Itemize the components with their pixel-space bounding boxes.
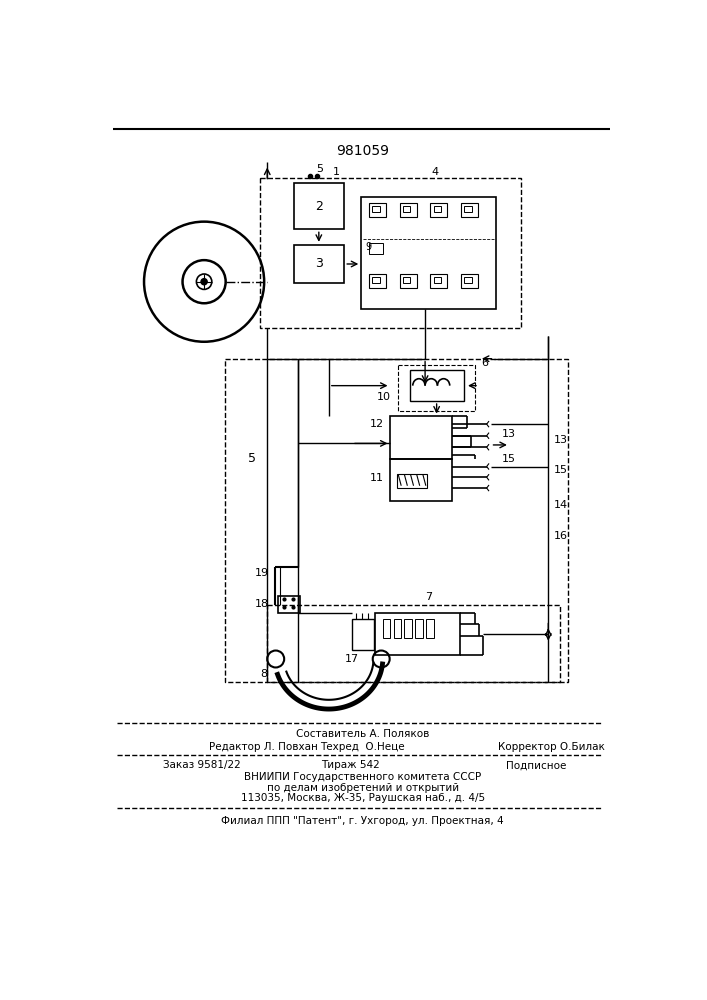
Text: Тираж 542: Тираж 542 [321,760,380,770]
Bar [369,203,386,217]
Text: по делам изобретений и открытий: по делам изобретений и открытий [267,783,459,793]
Circle shape [201,279,207,285]
Text: Техред  О.Неце: Техред О.Неце [320,742,405,752]
Text: 2: 2 [315,200,323,213]
Bar [352,619,373,650]
Text: 18: 18 [255,599,269,609]
Bar [431,203,448,217]
Bar [259,178,521,328]
Text: 14: 14 [554,500,568,510]
Text: 113035, Москва, Ж-35, Раушская наб., д. 4/5: 113035, Москва, Ж-35, Раушская наб., д. … [240,793,485,803]
Circle shape [373,651,390,667]
Text: ВНИИПИ Государственного комитета СССР: ВНИИПИ Государственного комитета СССР [244,772,481,782]
Bar [464,206,472,212]
Bar [294,245,344,283]
Bar [394,619,402,638]
Text: 6: 6 [481,358,489,368]
Text: 4: 4 [431,167,438,177]
Bar [390,459,452,501]
Bar [404,619,412,638]
Text: 10: 10 [376,392,390,402]
Bar [267,605,560,682]
Text: 11: 11 [370,473,385,483]
Bar [361,197,496,309]
Bar [398,365,475,411]
Text: Филиал ППП "Патент", г. Ухгород, ул. Проектная, 4: Филиал ППП "Патент", г. Ухгород, ул. Про… [221,816,504,826]
Text: 1: 1 [333,167,340,177]
Text: 3: 3 [315,257,323,270]
Text: 19: 19 [255,568,269,578]
Text: 9: 9 [366,242,372,252]
Text: Редактор Л. Повхан: Редактор Л. Повхан [209,742,318,752]
Text: 15: 15 [554,465,568,475]
Bar [403,277,411,283]
Text: 12: 12 [370,419,385,429]
Text: 8: 8 [261,669,268,679]
Bar [382,619,390,638]
Bar [372,277,380,283]
Text: Заказ 9581/22: Заказ 9581/22 [163,760,241,770]
Bar [464,277,472,283]
Bar [278,596,300,613]
Bar [225,359,568,682]
Bar [375,613,460,655]
Text: 15: 15 [502,454,516,464]
Bar [390,416,452,459]
Bar [461,203,478,217]
Circle shape [267,651,284,667]
Bar [399,274,416,288]
Circle shape [197,274,212,289]
Text: 5: 5 [316,164,323,174]
Text: 13: 13 [502,429,516,439]
Text: Составитель А. Поляков: Составитель А. Поляков [296,729,429,739]
Text: 5: 5 [247,452,256,465]
Bar [397,474,428,488]
Bar [426,619,433,638]
Bar [461,274,478,288]
Text: 981059: 981059 [337,144,390,158]
Bar [433,277,441,283]
Bar [415,619,423,638]
Bar [431,274,448,288]
Bar [294,183,344,229]
Bar [369,243,382,254]
Bar [372,206,380,212]
Text: 7: 7 [426,592,433,602]
Bar [409,370,464,401]
Bar [369,274,386,288]
Bar [399,203,416,217]
Text: 16: 16 [554,531,568,541]
Text: 17: 17 [345,654,359,664]
Text: 13: 13 [554,435,568,445]
Text: Корректор О.Билак: Корректор О.Билак [498,742,605,752]
Bar [433,206,441,212]
Text: Подписное: Подписное [506,760,566,770]
Bar [403,206,411,212]
